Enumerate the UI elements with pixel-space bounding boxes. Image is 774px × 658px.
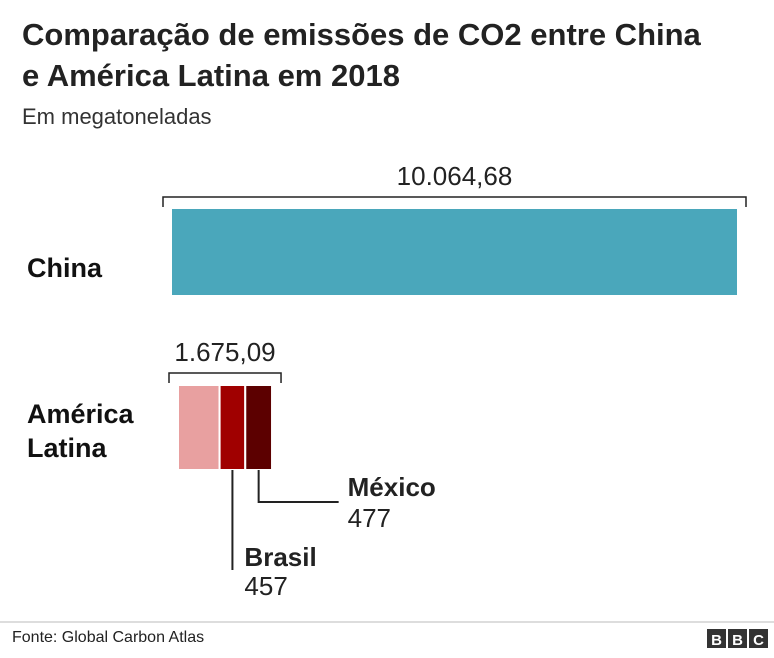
logo-box — [728, 629, 747, 648]
source: Fonte: Global Carbon Atlas — [12, 629, 205, 646]
chart-subtitle: Em megatoneladas — [22, 104, 212, 129]
logo-box — [707, 629, 726, 648]
bar-segment — [218, 384, 247, 471]
bar-segment — [177, 384, 221, 471]
logo-letter: C — [753, 632, 764, 649]
total-label: 1.675,09 — [174, 337, 275, 367]
chart-title: Comparação de emissões de CO2 entre Chin… — [22, 17, 701, 93]
logo-letter: B — [711, 632, 722, 649]
logo-letter: B — [732, 632, 743, 649]
callout-value: 477 — [348, 503, 391, 533]
category-label: América Latina — [27, 399, 134, 463]
category-label: China — [27, 253, 103, 283]
logo-box — [749, 629, 768, 648]
total-label: 10.064,68 — [397, 161, 513, 191]
total-bracket — [162, 196, 747, 207]
callout-value: 457 — [244, 571, 287, 601]
callout-name: México — [348, 472, 436, 502]
bar-segment — [172, 209, 737, 295]
leader-line — [257, 470, 339, 503]
bar-segment — [244, 384, 274, 471]
total-bracket — [168, 372, 282, 383]
callout-name: Brasil — [244, 542, 316, 572]
